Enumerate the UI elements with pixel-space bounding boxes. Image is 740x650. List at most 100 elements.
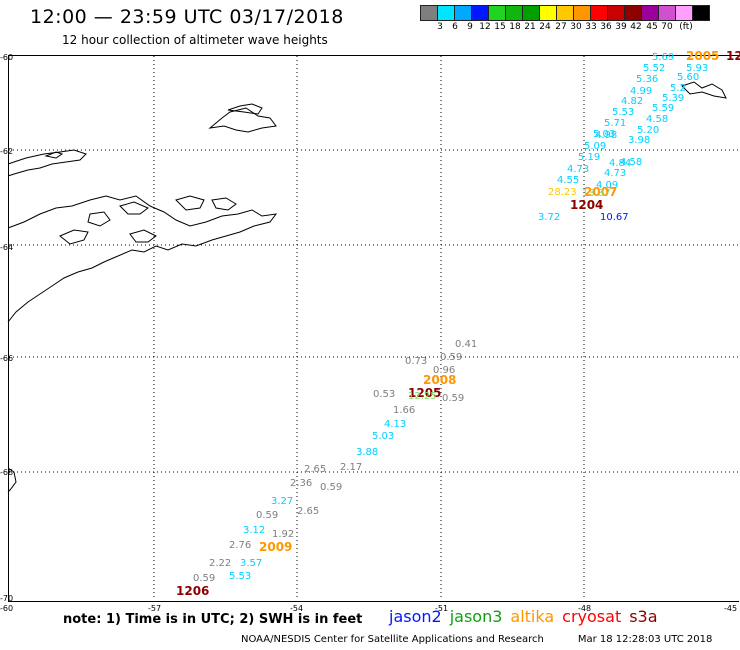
coast-island-6 <box>211 197 237 211</box>
lon-label: -54 <box>290 604 304 613</box>
wave-height-label: 4.73 <box>567 164 589 175</box>
grid-lines <box>9 56 738 600</box>
coast-island-9 <box>129 229 157 243</box>
wave-height-label: 2.65 <box>304 464 326 475</box>
wave-height-label: 3.27 <box>271 496 293 507</box>
scale-label: 18 <box>509 22 521 32</box>
satellite-jason2: jason2 <box>389 607 442 626</box>
wave-height-label: 0.53 <box>373 389 395 400</box>
wave-height-label: 5.53 <box>229 571 251 582</box>
satellite-altika: altika <box>510 607 555 626</box>
scale-label: 70 <box>661 22 673 32</box>
wave-height-label: 1.92 <box>272 529 294 540</box>
wave-height-label: 12 <box>726 49 740 63</box>
scale-swatch <box>692 5 710 21</box>
wave-height-label: 0.96 <box>433 365 455 376</box>
wave-height-label: 2005 <box>686 49 719 63</box>
color-scale-bar <box>420 5 710 21</box>
wave-height-label: 5.52 <box>643 63 665 74</box>
units-note: note: 1) Time is in UTC; 2) SWH is in fe… <box>63 612 363 627</box>
wave-height-label: 3.72 <box>538 212 560 223</box>
wave-height-label: 5.60 <box>677 72 699 83</box>
coast-shetland-west <box>7 149 87 177</box>
wave-height-label: 10.67 <box>600 212 629 223</box>
credit-footer: NOAA/NESDIS Center for Satellite Applica… <box>241 634 712 645</box>
lon-label: -60 <box>0 604 14 613</box>
scale-label: 30 <box>570 22 582 32</box>
wave-height-label: 2.22 <box>209 558 231 569</box>
map-title: 12:00 — 23:59 UTC 03/17/2018 <box>30 6 344 28</box>
wave-height-label: 5.2 <box>670 83 686 94</box>
coast-peninsula <box>7 195 278 323</box>
wave-height-label: 5.19 <box>578 152 600 163</box>
wave-height-label: 2007 <box>584 185 617 199</box>
wave-height-label: 5.03 <box>593 129 615 140</box>
lat-label: -62 <box>0 147 14 156</box>
wave-height-label: 4.13 <box>384 419 406 430</box>
scale-label: 24 <box>539 22 551 32</box>
lon-label: -57 <box>148 604 162 613</box>
wave-height-label: 1206 <box>176 584 209 598</box>
wave-height-label: 5.53 <box>612 107 634 118</box>
wave-height-label: 4.55 <box>557 175 579 186</box>
lon-label: -51 <box>435 604 449 613</box>
wave-height-label: 0.59 <box>440 352 462 363</box>
lat-label: -60 <box>0 53 14 62</box>
timestamp-text: Mar 18 12:28:03 UTC 2018 <box>577 634 713 645</box>
coast-east-islands <box>681 81 727 99</box>
lon-label: -45 <box>724 604 738 613</box>
wave-height-label: 0.73 <box>405 356 427 367</box>
coastline <box>7 81 727 493</box>
credit-text: NOAA/NESDIS Center for Satellite Applica… <box>241 634 544 645</box>
scale-label: 45 <box>646 22 658 32</box>
wave-height-label: 5.69 <box>652 52 674 63</box>
coast-island-3 <box>44 151 64 159</box>
satellite-legend: jason2 jason3 altika cryosat s3a <box>389 607 666 626</box>
wave-height-label: 4.82 <box>621 96 643 107</box>
wave-height-label: 0.59 <box>442 393 464 404</box>
wave-height-label: 13.87 <box>582 188 611 199</box>
satellite-cryosat: cryosat <box>562 607 622 626</box>
wave-height-label: 5.20 <box>637 125 659 136</box>
satellite-jason3: jason3 <box>449 607 503 626</box>
wave-height-label: 3.57 <box>240 558 262 569</box>
wave-height-label: 28.23 <box>548 187 577 198</box>
scale-label: 12 <box>479 22 491 32</box>
wave-height-label: 5.59 <box>652 103 674 114</box>
wave-height-label: 5.71 <box>604 118 626 129</box>
scale-label: 39 <box>615 22 627 32</box>
scale-label: 36 <box>600 22 612 32</box>
scale-label: 27 <box>555 22 567 32</box>
island-1 <box>208 107 277 133</box>
coast-island-8 <box>59 229 89 245</box>
wave-height-label: 4.58 <box>620 157 642 168</box>
coast-island-7 <box>87 211 111 227</box>
island-2 <box>227 103 263 115</box>
scale-label: 3 <box>437 22 443 32</box>
wave-height-label: 1.66 <box>393 405 415 416</box>
map-subtitle: 12 hour collection of altimeter wave hei… <box>62 33 328 47</box>
wave-height-label: 5.39 <box>662 93 684 104</box>
scale-label: 21 <box>524 22 536 32</box>
wave-height-label: 5.93 <box>686 63 708 74</box>
scale-label: 9 <box>467 22 473 32</box>
coast-island-4 <box>119 201 149 215</box>
scale-label: (ft) <box>679 22 693 32</box>
lat-label: -64 <box>0 243 14 252</box>
satellite-s3a: s3a <box>629 607 658 626</box>
wave-height-label: 1205 <box>408 386 441 400</box>
wave-height-label: 12.25 <box>408 391 437 402</box>
lat-label: -68 <box>0 468 14 477</box>
scale-label: 42 <box>630 22 642 32</box>
wave-height-label: 3.12 <box>243 525 265 536</box>
color-scale-labels: 3 6 9 12 15 18 21 24 27 30 33 36 39 42 45 70 (ft) <box>424 22 740 36</box>
map-frame <box>8 55 739 602</box>
wave-height-label: 2.76 <box>229 540 251 551</box>
wave-height-label: 0.59 <box>320 482 342 493</box>
wave-height-label: 2.36 <box>290 478 312 489</box>
wave-height-label: 4.58 <box>646 114 668 125</box>
wave-height-label: 0.41 <box>455 339 477 350</box>
coast-sw-fragment <box>7 467 17 493</box>
lat-label: -66 <box>0 354 14 363</box>
